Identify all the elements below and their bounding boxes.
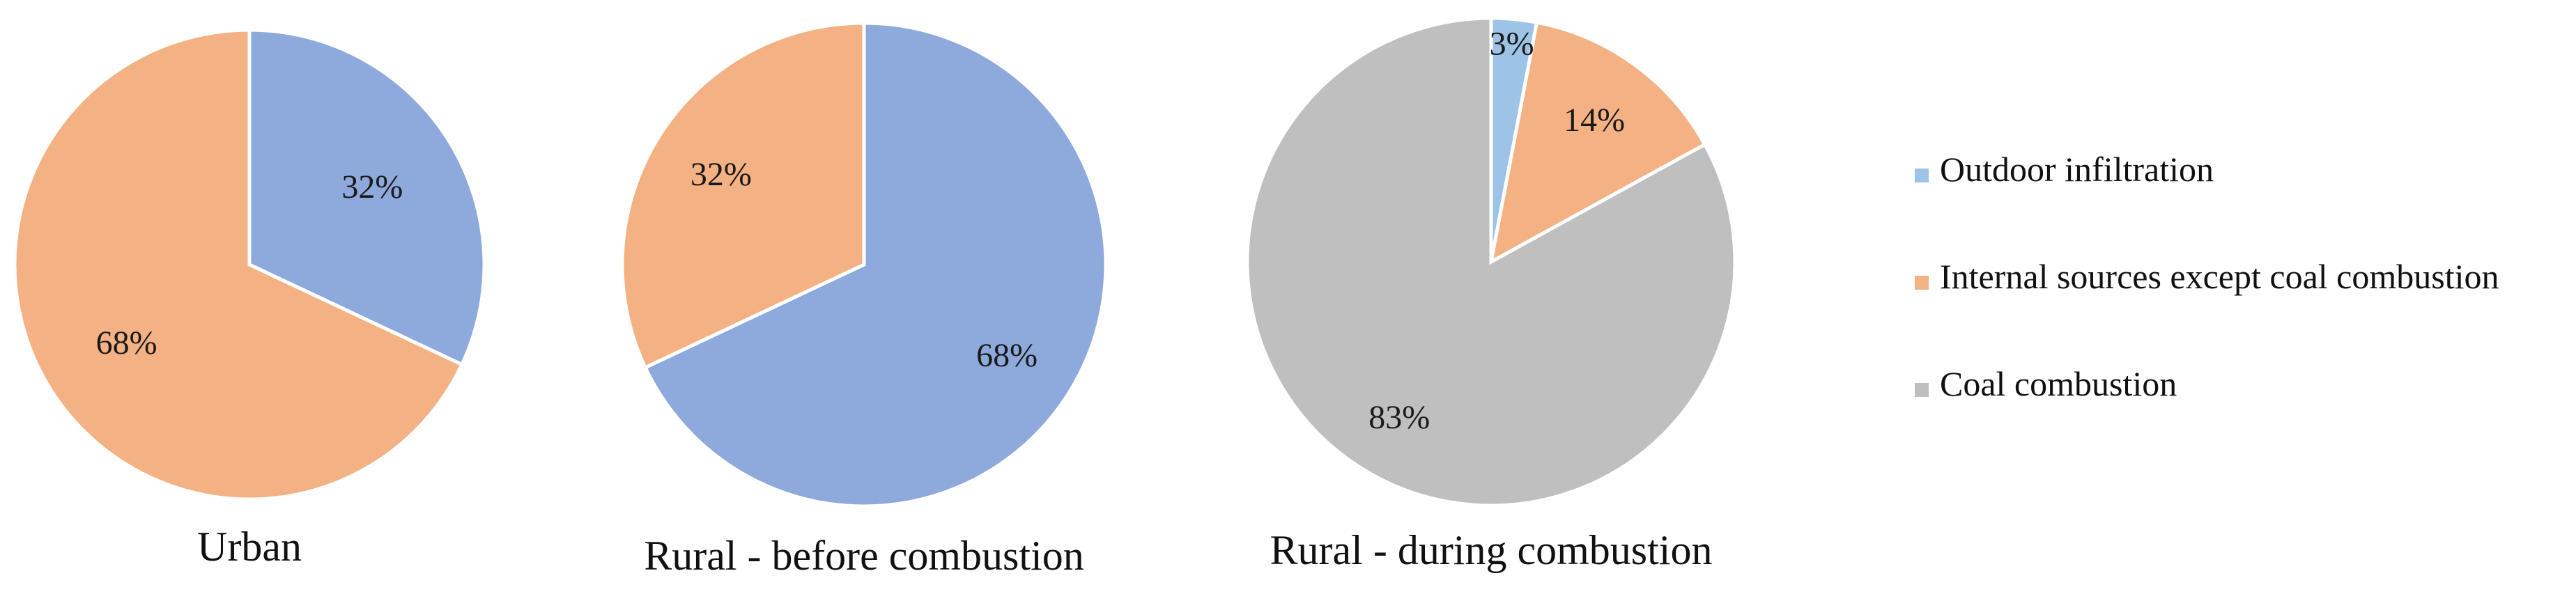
pie-slice-coal-combustion [1245,16,1737,508]
legend-swatch [1915,383,1929,397]
slice-label-outdoor-infiltration: 68% [976,337,1038,374]
legend-label: Coal combustion [1940,364,2177,403]
legend-item-outdoor-infiltration: Outdoor infiltration [1915,150,2214,189]
pie-slice-internal-sources-except-coal-combustion [1488,20,1708,265]
pie-charts-group: 32% 68% Urban 68% 32% Rural - before combusti… [13,16,1737,579]
pie-title: Rural - during combustion [1270,527,1713,573]
slice-label-internal-sources-except-coal-combustion: 14% [1564,102,1625,139]
legend-item-coal-combustion: Coal combustion [1915,364,2177,403]
slice-label-outdoor-infiltration: 32% [341,169,403,205]
pie-rural-before-combustion: 68% 32% Rural - before combustion [620,21,1108,579]
pie-urban: 32% 68% Urban [13,28,486,570]
legend: Outdoor infiltration Internal sources exc… [1915,150,2499,403]
slice-label-outdoor-infiltration: 3% [1490,25,1534,62]
legend-swatch [1915,169,1929,182]
pie-slice-outdoor-infiltration [642,21,1108,508]
legend-label: Outdoor infiltration [1940,150,2214,189]
slice-label-coal-combustion: 83% [1368,399,1430,436]
pie-slice-outdoor-infiltration [247,28,486,367]
legend-item-internal-sources-except-coal-combustion: Internal sources except coal combustion [1915,257,2499,296]
pie-title: Urban [197,524,302,570]
pie-slice-internal-sources-except-coal-combustion [620,21,866,370]
slice-label-internal-sources-except-coal-combustion: 32% [691,156,752,193]
legend-label: Internal sources except coal combustion [1940,257,2499,296]
slice-label-internal-sources-except-coal-combustion: 68% [96,325,157,361]
pie-title: Rural - before combustion [644,533,1084,579]
pie-rural-during-combustion: 3% 14% 83% Rural - during combustion [1245,16,1737,573]
pie-slice-internal-sources-except-coal-combustion [13,28,465,501]
legend-swatch [1915,276,1929,290]
